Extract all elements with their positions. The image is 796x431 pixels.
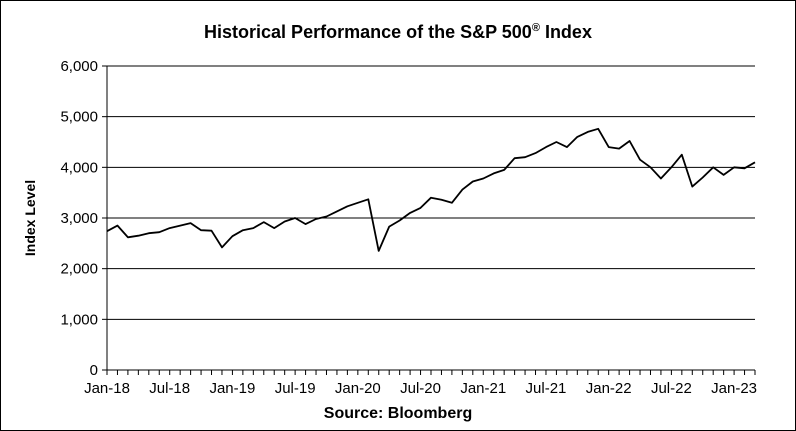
y-tick-label: 5,000 — [60, 109, 98, 126]
x-tick-label: Jan-22 — [586, 380, 632, 397]
x-tick-label: Jan-18 — [84, 380, 130, 397]
x-tick-label: Jul-19 — [275, 380, 316, 397]
x-tick-label: Jul-20 — [400, 380, 441, 397]
y-tick-label: 1,000 — [60, 311, 98, 328]
y-axis-label: Index Level — [22, 180, 38, 256]
x-tick-label: Jan-21 — [460, 380, 506, 397]
series-line — [106, 127, 756, 252]
x-tick-label: Jul-22 — [651, 380, 692, 397]
y-tick-label: 4,000 — [60, 159, 98, 176]
y-tick-label: 6,000 — [60, 58, 98, 75]
registered-mark: ® — [531, 22, 540, 34]
x-tick-label: Jul-18 — [149, 380, 190, 397]
x-tick-label: Jul-21 — [526, 380, 567, 397]
x-tick-label: Jan-20 — [335, 380, 381, 397]
y-tick-label: 2,000 — [60, 261, 98, 278]
x-tick-label: Jan-19 — [209, 380, 255, 397]
chart-title: Historical Performance of the S&P 500® I… — [204, 22, 592, 42]
y-tick-label: 3,000 — [60, 210, 98, 227]
y-tick-label: 0 — [90, 362, 98, 379]
x-tick-label: Jan-23 — [711, 380, 757, 397]
x-axis-label: Source: Bloomberg — [323, 405, 473, 422]
